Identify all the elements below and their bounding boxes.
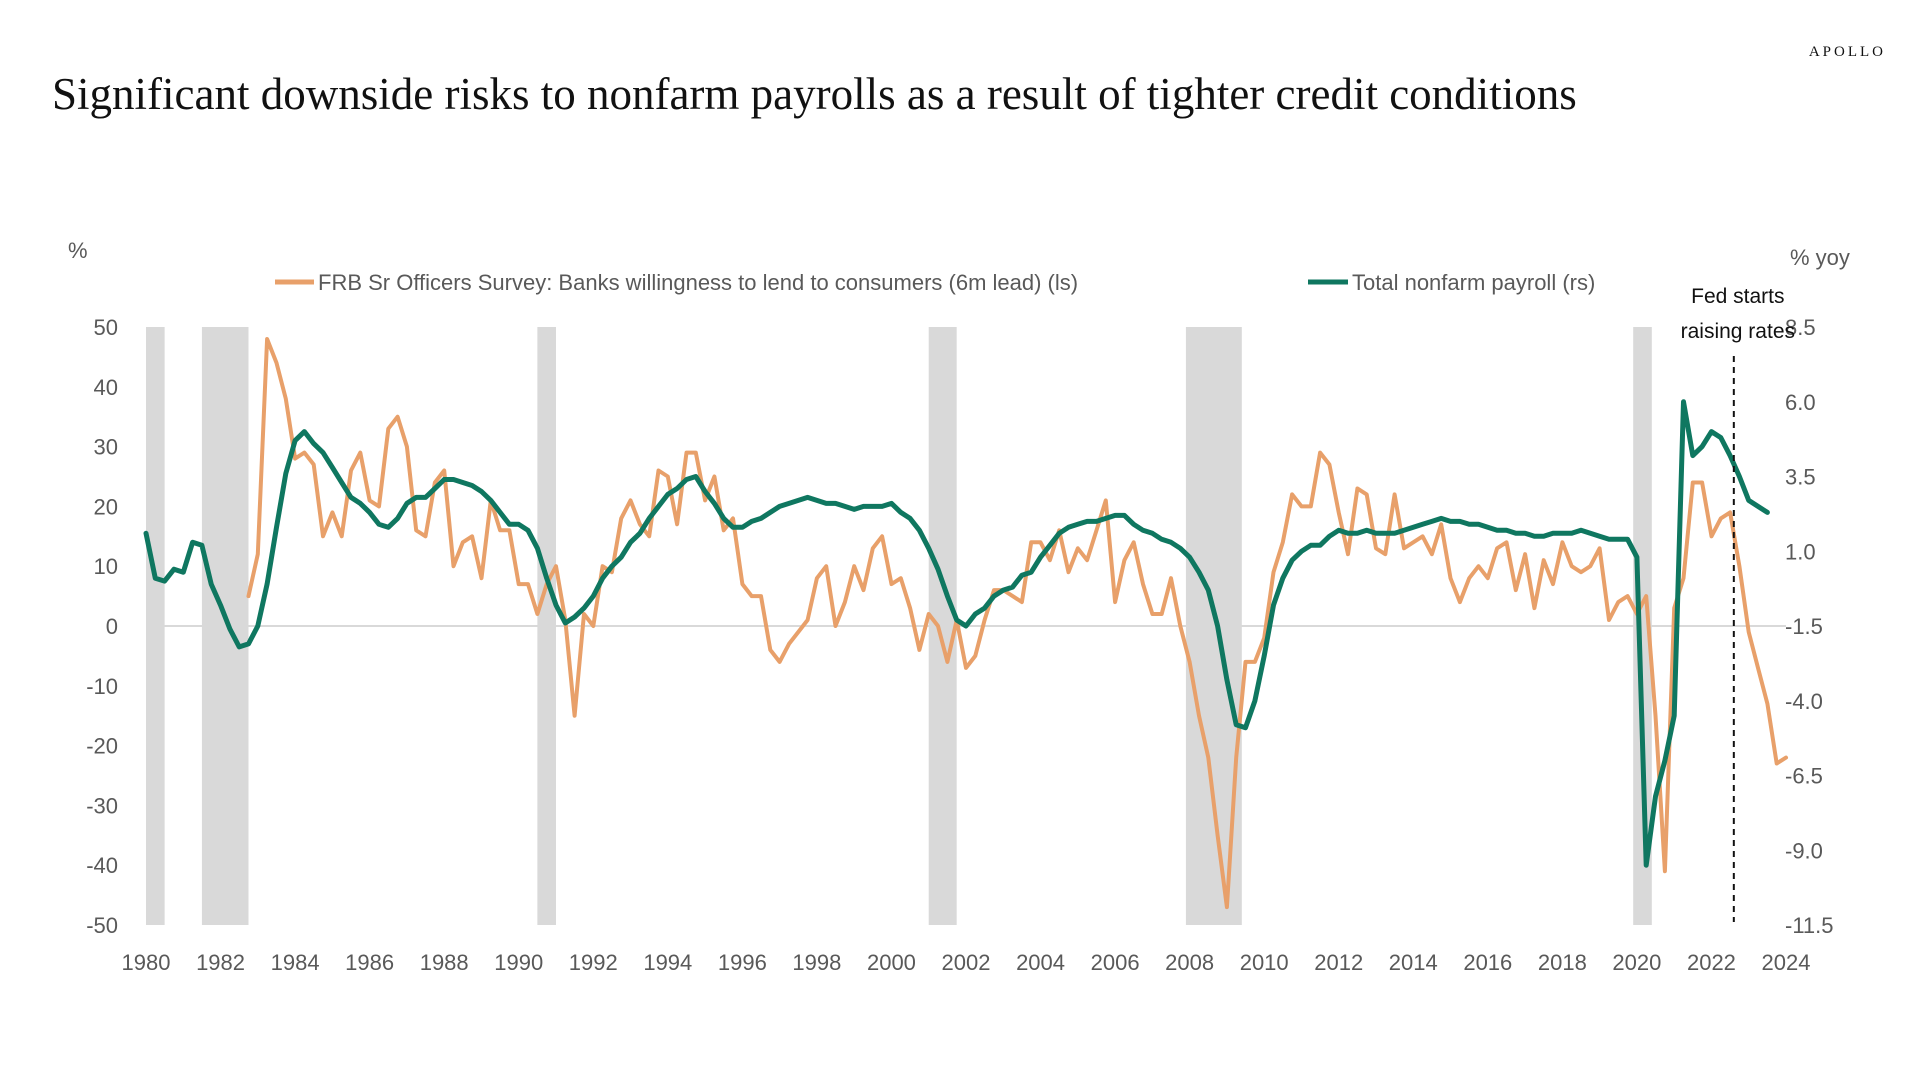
- x-tick-label: 2004: [1016, 950, 1065, 975]
- x-tick-label: 2022: [1687, 950, 1736, 975]
- page-title: Significant downside risks to nonfarm pa…: [52, 69, 1577, 119]
- right-tick-label: -6.5: [1785, 764, 1823, 789]
- x-tick-label: 2008: [1165, 950, 1214, 975]
- left-tick-label: 40: [94, 375, 118, 400]
- series-line-payroll: [143, 399, 1770, 868]
- legend: FRB Sr Officers Survey: Banks willingnes…: [275, 270, 1595, 295]
- right-tick-label: 3.5: [1785, 465, 1816, 490]
- annotation-line1: Fed starts: [1691, 285, 1784, 308]
- right-tick-label: 1.0: [1785, 539, 1816, 564]
- right-axis-unit: % yoy: [1790, 245, 1850, 270]
- right-tick-label: -11.5: [1785, 913, 1834, 938]
- left-tick-label: 0: [106, 614, 118, 639]
- x-tick-label: 2006: [1091, 950, 1140, 975]
- left-tick-label: 10: [94, 554, 118, 579]
- left-tick-label: -40: [86, 853, 118, 878]
- right-tick-label: -1.5: [1785, 614, 1823, 639]
- x-axis-ticks: 1980 1982 1984 1986 1988 1990 1992 1994 1996 1998…: [122, 950, 1811, 975]
- right-tick-label: -4.0: [1785, 689, 1823, 714]
- left-tick-label: -50: [86, 913, 118, 938]
- right-tick-label: 6.0: [1785, 390, 1816, 415]
- annotation-line2: raising rates: [1681, 320, 1795, 343]
- left-tick-label: -20: [86, 734, 118, 759]
- right-tick-label: -9.0: [1785, 838, 1823, 863]
- x-tick-label: 2024: [1762, 950, 1811, 975]
- left-axis-unit: %: [68, 238, 88, 263]
- left-tick-label: 50: [94, 315, 118, 340]
- x-tick-label: 1984: [271, 950, 320, 975]
- x-tick-label: 2016: [1463, 950, 1512, 975]
- x-tick-label: 1998: [792, 950, 841, 975]
- x-tick-label: 2012: [1314, 950, 1363, 975]
- left-axis-ticks: 50 40 30 20 10 0 -10 -20 -30 -40 -50: [86, 315, 118, 938]
- x-tick-label: 1992: [569, 950, 618, 975]
- x-tick-label: 2010: [1240, 950, 1289, 975]
- x-tick-label: 2000: [867, 950, 916, 975]
- x-tick-label: 1980: [122, 950, 171, 975]
- left-tick-label: -30: [86, 793, 118, 818]
- left-tick-label: 20: [94, 494, 118, 519]
- legend-label-payroll: Total nonfarm payroll (rs): [1352, 270, 1595, 295]
- left-tick-label: -10: [86, 674, 118, 699]
- x-tick-label: 2002: [942, 950, 991, 975]
- x-tick-label: 1990: [494, 950, 543, 975]
- x-tick-label: 1996: [718, 950, 767, 975]
- right-tick-label: 8.5: [1785, 315, 1816, 340]
- right-axis-ticks: 8.5 6.0 3.5 1.0 -1.5 -4.0 -6.5 -9.0 -11.5: [1785, 315, 1834, 938]
- x-tick-label: 2014: [1389, 950, 1438, 975]
- x-tick-label: 2018: [1538, 950, 1587, 975]
- brand-logo: APOLLO: [1808, 44, 1886, 60]
- x-tick-label: 1988: [420, 950, 469, 975]
- series-line-lending: [246, 337, 1788, 910]
- x-tick-label: 1994: [643, 950, 692, 975]
- series-lines: [143, 337, 1788, 910]
- x-tick-label: 2020: [1612, 950, 1661, 975]
- x-tick-label: 1982: [196, 950, 245, 975]
- left-tick-label: 30: [94, 435, 118, 460]
- x-tick-label: 1986: [345, 950, 394, 975]
- legend-label-lending: FRB Sr Officers Survey: Banks willingnes…: [318, 270, 1078, 295]
